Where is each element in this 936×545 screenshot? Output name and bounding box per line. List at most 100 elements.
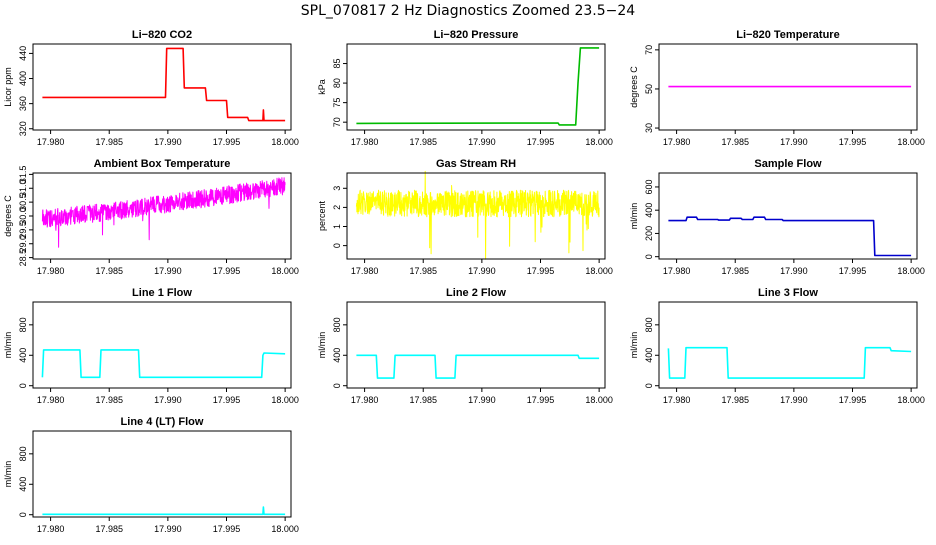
y-axis-label: degrees C (629, 66, 639, 108)
x-tick-label: 17.995 (213, 395, 241, 405)
plot-frame (658, 43, 918, 131)
x-tick-label: 18.000 (585, 266, 613, 276)
y-axis-label: ml/min (629, 332, 639, 359)
x-tick-label: 17.995 (527, 395, 555, 405)
plot-frame (346, 43, 606, 131)
x-tick-label: 17.980 (37, 395, 65, 405)
y-axis-label: kPa (317, 79, 327, 95)
y-tick-label: 29.5 (18, 221, 28, 239)
series-line (355, 170, 600, 260)
panel-9: Line 3 Flow ml/min 17.980 17.985 17.990 17.99… (629, 287, 925, 405)
panel-3: Li−820 Temperature degrees C 17.980 17.985 1… (629, 29, 925, 147)
x-tick-label: 18.000 (271, 395, 299, 405)
x-tick-label: 17.995 (527, 266, 555, 276)
plot-frame (346, 301, 606, 389)
x-tick-label: 17.990 (468, 395, 496, 405)
x-tick-label: 18.000 (585, 395, 613, 405)
plot-frame (658, 301, 918, 389)
x-tick-label: 17.980 (37, 524, 65, 534)
x-tick-label: 17.990 (468, 266, 496, 276)
y-tick-label: 400 (18, 348, 28, 363)
y-tick-label: 400 (644, 203, 654, 218)
x-tick-label: 17.990 (780, 137, 808, 147)
figure-title: SPL_070817 2 Hz Diagnostics Zoomed 23.5−… (300, 3, 636, 19)
x-tick-label: 17.995 (213, 266, 241, 276)
series-line (356, 354, 600, 379)
x-tick-label: 17.985 (95, 524, 123, 534)
panel-title: Line 3 Flow (758, 287, 818, 299)
y-tick-label: 31.0 (18, 179, 28, 197)
series-line (667, 346, 912, 379)
x-tick-label: 17.980 (663, 137, 691, 147)
y-tick-label: 360 (18, 96, 28, 111)
series-line (42, 47, 286, 122)
series-line (668, 216, 912, 257)
y-tick-label: 0 (644, 383, 654, 388)
panel-title: Li−820 Pressure (434, 29, 519, 41)
y-tick-label: 1 (332, 224, 342, 229)
x-tick-label: 17.990 (154, 137, 182, 147)
y-tick-label: 320 (18, 121, 28, 136)
x-tick-label: 17.995 (527, 137, 555, 147)
x-tick-label: 18.000 (271, 137, 299, 147)
x-tick-label: 17.980 (351, 137, 379, 147)
y-tick-label: 200 (644, 226, 654, 241)
x-tick-label: 18.000 (897, 266, 925, 276)
y-tick-label: 28.5 (18, 249, 28, 267)
x-tick-label: 17.995 (213, 524, 241, 534)
x-tick-label: 17.985 (721, 395, 749, 405)
x-tick-label: 18.000 (897, 395, 925, 405)
y-tick-label: 800 (18, 317, 28, 332)
y-axis-label: ml/min (629, 203, 639, 230)
y-tick-label: 30.5 (18, 193, 28, 211)
panel-title: Sample Flow (754, 158, 822, 170)
x-tick-label: 17.990 (468, 137, 496, 147)
plot-frame (32, 301, 292, 389)
plot-frame (346, 172, 606, 260)
x-tick-label: 17.990 (780, 266, 808, 276)
y-tick-label: 440 (18, 46, 28, 61)
y-tick-label: 70 (332, 117, 342, 127)
x-tick-label: 17.990 (154, 266, 182, 276)
x-tick-label: 17.990 (154, 524, 182, 534)
y-tick-label: 800 (18, 446, 28, 461)
y-axis-label: ml/min (3, 461, 13, 488)
plot-frame (658, 172, 918, 260)
panel-title: Li−820 CO2 (132, 29, 192, 41)
x-tick-label: 18.000 (897, 137, 925, 147)
panel-title: Gas Stream RH (436, 158, 516, 170)
panel-1: Li−820 CO2 Licor ppm 17.980 17.985 17.990 17.… (3, 29, 299, 147)
y-tick-label: 0 (18, 512, 28, 517)
x-tick-label: 17.980 (37, 266, 65, 276)
x-tick-label: 17.990 (780, 395, 808, 405)
y-axis-label: ml/min (317, 332, 327, 359)
y-tick-label: 50 (644, 84, 654, 94)
y-tick-label: 30.0 (18, 207, 28, 225)
x-tick-label: 17.990 (154, 395, 182, 405)
y-tick-label: 800 (332, 317, 342, 332)
y-axis-label: Licor ppm (3, 67, 13, 107)
x-tick-label: 18.000 (271, 266, 299, 276)
y-tick-label: 400 (332, 348, 342, 363)
x-tick-label: 17.995 (839, 266, 867, 276)
y-axis-label: ml/min (3, 332, 13, 359)
y-tick-label: 2 (332, 205, 342, 210)
x-tick-label: 18.000 (585, 137, 613, 147)
y-tick-label: 400 (644, 348, 654, 363)
y-tick-label: 70 (644, 45, 654, 55)
x-tick-label: 17.980 (37, 137, 65, 147)
panel-8: Line 2 Flow ml/min 17.980 17.985 17.990 17.99… (317, 287, 613, 405)
y-tick-label: 400 (18, 71, 28, 86)
y-tick-label: 31.5 (18, 166, 28, 184)
panel-title: Line 2 Flow (446, 287, 506, 299)
x-tick-label: 17.995 (839, 395, 867, 405)
y-tick-label: 0 (332, 383, 342, 388)
y-tick-label: 600 (644, 179, 654, 194)
panel-title: Line 1 Flow (132, 287, 192, 299)
y-tick-label: 0 (332, 243, 342, 248)
x-tick-label: 17.985 (409, 266, 437, 276)
y-tick-label: 30 (644, 123, 654, 133)
y-tick-label: 800 (644, 317, 654, 332)
panel-2: Li−820 Pressure kPa 17.980 17.985 17.990 17.9… (317, 29, 613, 147)
